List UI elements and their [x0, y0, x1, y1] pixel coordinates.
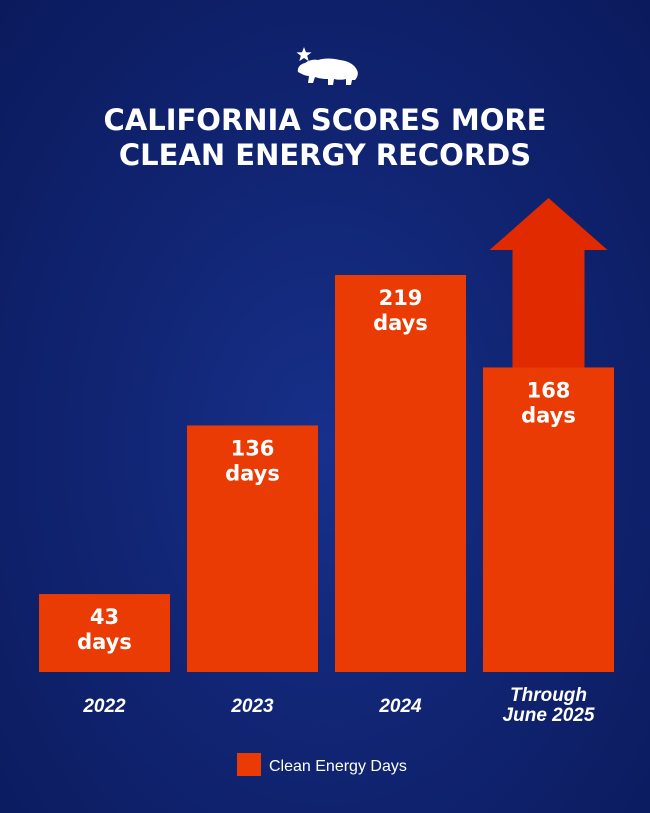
bar-value-label-3: 168 — [527, 378, 571, 402]
bar-0 — [39, 594, 170, 672]
upward-arrow-icon — [489, 198, 608, 369]
bar-unit-label-0: days — [77, 630, 132, 654]
bars-group — [39, 275, 614, 672]
bar-3 — [483, 367, 614, 672]
bar-value-label-0: 43 — [90, 605, 119, 629]
category-label-3-line-0: Through — [510, 685, 587, 706]
star-icon — [296, 47, 312, 62]
category-label-2: 2024 — [378, 696, 422, 717]
bar-1 — [187, 425, 318, 672]
bar-unit-label-1: days — [225, 461, 280, 485]
bar-unit-label-3: days — [521, 403, 576, 427]
chart-title-line-2: CLEAN ENERGY RECORDS — [119, 138, 531, 172]
bear-icon — [297, 58, 358, 85]
bar-value-label-1: 136 — [231, 436, 275, 460]
bar-unit-label-2: days — [373, 311, 428, 335]
legend: Clean Energy Days — [237, 753, 407, 776]
category-label-0: 2022 — [82, 696, 126, 717]
legend-label: Clean Energy Days — [269, 758, 407, 775]
california-bear-star-icon — [296, 47, 358, 85]
category-label-1: 2023 — [230, 696, 274, 717]
bar-2 — [335, 275, 466, 672]
legend-swatch — [237, 753, 261, 776]
chart-title-line-1: CALIFORNIA SCORES MORE — [104, 103, 547, 137]
bar-value-label-2: 219 — [379, 286, 423, 310]
category-label-3-line-1: June 2025 — [503, 705, 595, 726]
